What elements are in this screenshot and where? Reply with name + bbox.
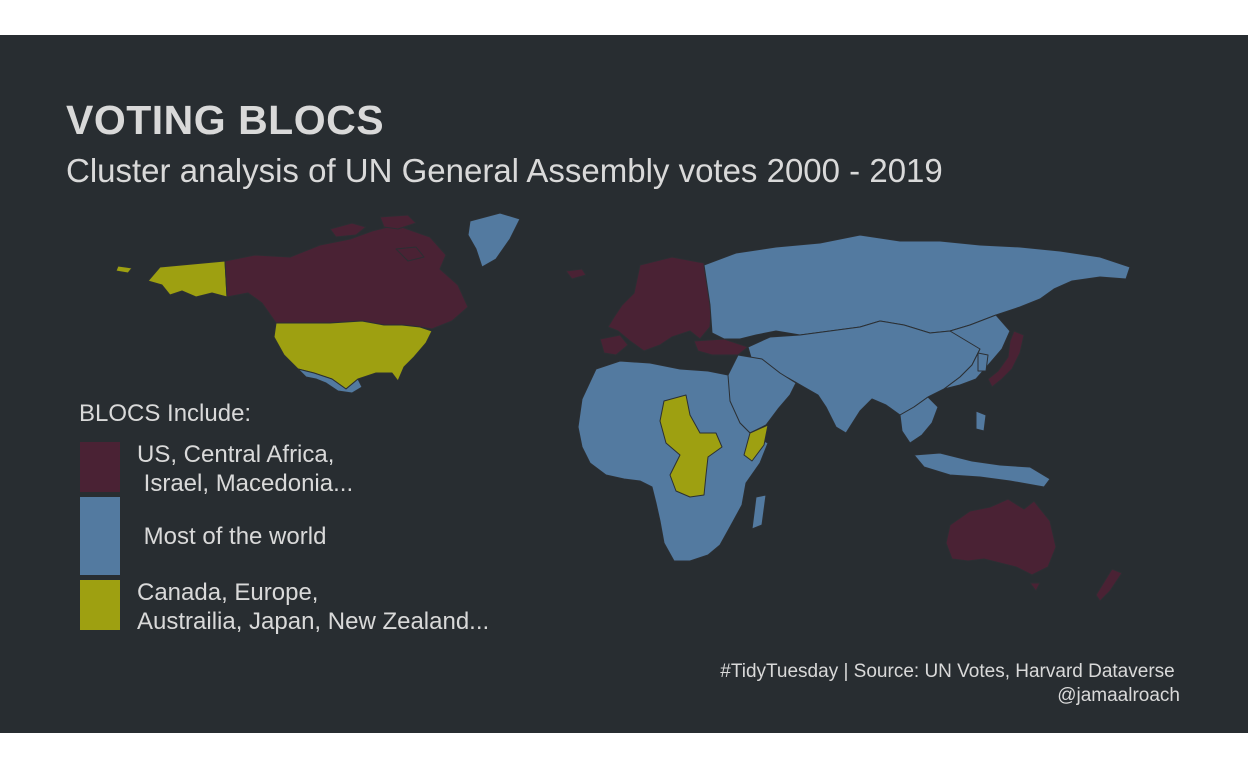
legend-title: BLOCS Include: (79, 400, 252, 427)
canada-arctic-islands (329, 214, 425, 262)
caption-source: #TidyTuesday | Source: UN Votes, Harvard… (720, 661, 1180, 682)
legend-label-olive: Canada, Europe, Austrailia, Japan, New Z… (137, 579, 490, 635)
central-africa-region (659, 394, 723, 498)
southeast-asia-region (899, 396, 939, 444)
iceland-region (565, 268, 587, 280)
iberia-region (599, 334, 629, 356)
korea-region (977, 352, 989, 372)
japan-region (987, 330, 1025, 388)
philippines-region (975, 410, 987, 432)
caption: #TidyTuesday | Source: UN Votes, Harvard… (720, 660, 1180, 708)
mexico-region (297, 368, 363, 394)
tasmania-region (1029, 582, 1041, 592)
canada-region (224, 224, 469, 330)
chart-panel: VOTING BLOCS Cluster analysis of UN Gene… (0, 35, 1248, 733)
china-east-region (943, 314, 1011, 390)
legend-swatch-blue (80, 497, 120, 575)
chart-subtitle: Cluster analysis of UN General Assembly … (66, 152, 943, 189)
russia-region (703, 234, 1131, 340)
indonesia-region (913, 452, 1051, 488)
horn-of-africa-region (743, 424, 769, 462)
new-zealand-region (1095, 568, 1123, 602)
legend-swatch-maroon (80, 442, 120, 492)
madagascar-region (751, 494, 767, 530)
legend-label-maroon: US, Central Africa, Israel, Macedonia... (137, 441, 354, 497)
europe-region (607, 256, 713, 352)
greenland-region (467, 212, 521, 268)
australia-region (945, 498, 1057, 576)
caption-author: @jamaalroach (1057, 685, 1180, 706)
alaska-region (147, 260, 228, 298)
legend-swatch-olive (80, 580, 120, 630)
africa-region (577, 360, 769, 562)
legend-label-blue: Most of the world (137, 523, 327, 550)
turkey-region (693, 338, 749, 356)
chart-title: VOTING BLOCS (66, 97, 385, 143)
world-map (115, 212, 1131, 602)
aleutian-islands (115, 265, 133, 274)
usa-region (273, 320, 433, 390)
